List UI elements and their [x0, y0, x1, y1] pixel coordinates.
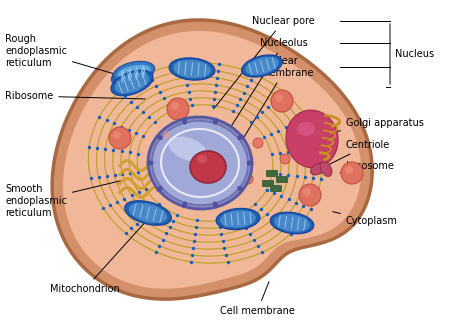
- Text: Ribosome: Ribosome: [5, 91, 145, 101]
- Ellipse shape: [182, 118, 187, 124]
- Text: Nuclear pore: Nuclear pore: [214, 16, 315, 109]
- Circle shape: [109, 127, 131, 149]
- Ellipse shape: [111, 70, 153, 96]
- Circle shape: [280, 154, 290, 164]
- Ellipse shape: [113, 61, 155, 83]
- Ellipse shape: [148, 117, 252, 209]
- Ellipse shape: [237, 186, 243, 192]
- Ellipse shape: [169, 137, 207, 162]
- Ellipse shape: [247, 161, 253, 166]
- Ellipse shape: [169, 58, 215, 80]
- Ellipse shape: [310, 163, 325, 175]
- Ellipse shape: [197, 155, 207, 163]
- Ellipse shape: [216, 209, 260, 230]
- Ellipse shape: [112, 63, 153, 85]
- FancyBboxPatch shape: [270, 185, 282, 192]
- Polygon shape: [52, 20, 372, 299]
- Text: Lysosome: Lysosome: [340, 161, 394, 173]
- Ellipse shape: [129, 203, 167, 223]
- Ellipse shape: [173, 60, 211, 78]
- Text: Golgi apparatus: Golgi apparatus: [319, 118, 424, 134]
- Circle shape: [159, 127, 181, 149]
- FancyBboxPatch shape: [262, 180, 274, 187]
- Text: Centriole: Centriole: [323, 140, 390, 168]
- Circle shape: [171, 102, 179, 110]
- Ellipse shape: [242, 55, 283, 77]
- Ellipse shape: [213, 202, 218, 208]
- Circle shape: [163, 131, 171, 139]
- FancyBboxPatch shape: [276, 176, 288, 183]
- Circle shape: [299, 184, 321, 206]
- Ellipse shape: [156, 134, 163, 140]
- Ellipse shape: [182, 202, 187, 208]
- Circle shape: [341, 162, 363, 184]
- Ellipse shape: [286, 110, 338, 168]
- Ellipse shape: [115, 69, 148, 83]
- Text: Cytoplasm: Cytoplasm: [333, 212, 398, 226]
- Ellipse shape: [245, 57, 279, 75]
- Ellipse shape: [270, 212, 314, 234]
- Ellipse shape: [320, 162, 332, 176]
- Circle shape: [253, 138, 263, 148]
- Text: Rough
endoplasmic
reticulum: Rough endoplasmic reticulum: [5, 34, 115, 74]
- Circle shape: [167, 98, 189, 120]
- Circle shape: [243, 174, 253, 184]
- Ellipse shape: [274, 214, 310, 232]
- Circle shape: [271, 90, 293, 112]
- Text: Smooth
endoplasmic
reticulum: Smooth endoplasmic reticulum: [5, 180, 125, 217]
- Ellipse shape: [152, 121, 248, 205]
- Text: Nucleolus: Nucleolus: [210, 38, 308, 161]
- Ellipse shape: [147, 161, 153, 166]
- Polygon shape: [63, 31, 361, 289]
- Ellipse shape: [297, 122, 315, 136]
- Circle shape: [345, 166, 353, 174]
- Ellipse shape: [115, 72, 149, 93]
- FancyBboxPatch shape: [266, 170, 278, 177]
- Ellipse shape: [156, 186, 163, 192]
- Ellipse shape: [237, 134, 243, 140]
- Ellipse shape: [125, 201, 171, 225]
- Ellipse shape: [111, 65, 153, 87]
- Text: Mitochondrion: Mitochondrion: [50, 221, 146, 294]
- Ellipse shape: [117, 65, 151, 79]
- Circle shape: [113, 131, 121, 139]
- Ellipse shape: [220, 210, 256, 228]
- Ellipse shape: [213, 118, 218, 124]
- Circle shape: [303, 188, 311, 196]
- Text: Cell membrane: Cell membrane: [220, 282, 295, 316]
- Ellipse shape: [190, 151, 226, 183]
- Ellipse shape: [116, 67, 150, 81]
- Text: Nucleus: Nucleus: [395, 49, 434, 59]
- Text: Nuclear
membrane: Nuclear membrane: [217, 56, 314, 181]
- Circle shape: [275, 94, 283, 102]
